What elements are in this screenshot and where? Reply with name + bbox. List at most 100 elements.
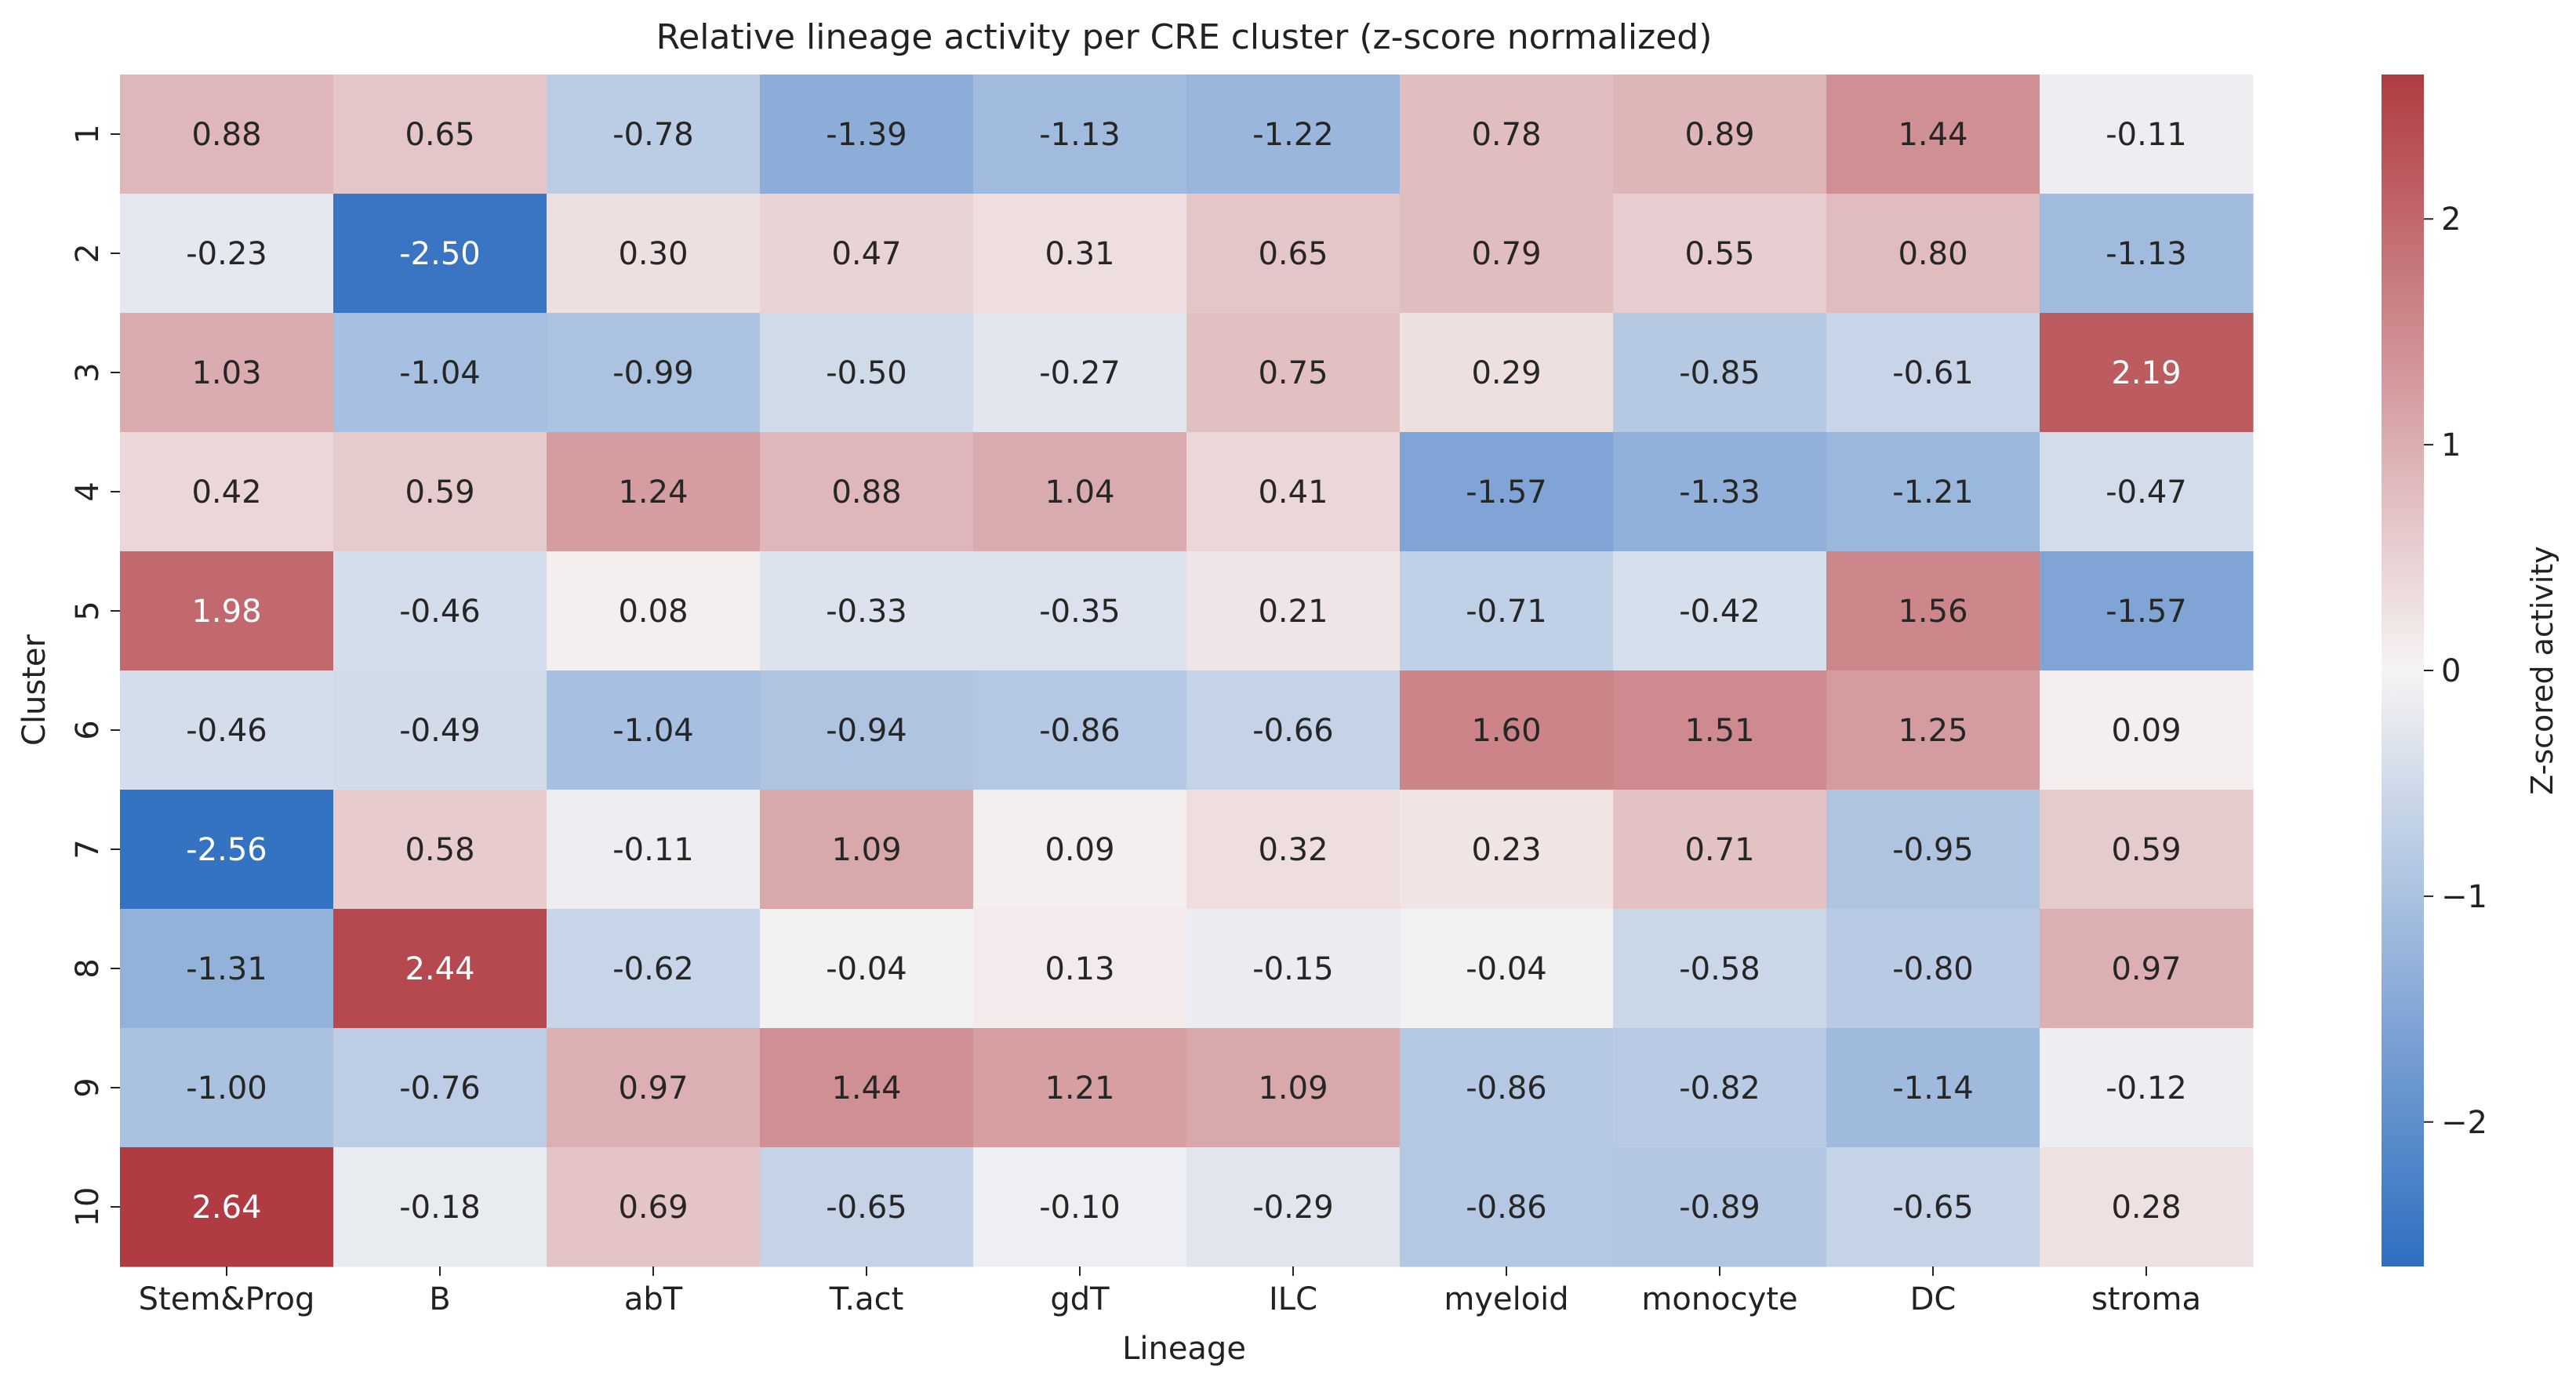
heatmap-cell [547, 790, 761, 910]
heatmap-cell [547, 432, 761, 552]
heatmap-cell [1400, 1028, 1614, 1148]
cell-value-label: -0.62 [612, 951, 694, 987]
heatmap-cell [1400, 313, 1614, 433]
heatmap-cell [547, 909, 761, 1029]
cell-value-label: -0.23 [186, 236, 267, 272]
y-tick-label: 2 [70, 243, 106, 263]
x-axis-label: Lineage [1122, 1331, 1246, 1367]
heatmap-cell [973, 194, 1187, 314]
heatmap-cell [1400, 194, 1614, 314]
cell-value-label: -1.57 [1466, 474, 1547, 511]
cell-value-label: -1.22 [1252, 117, 1334, 153]
cell-value-label: -0.82 [1679, 1070, 1760, 1106]
cell-value-label: -0.12 [2105, 1070, 2187, 1106]
cell-value-label: -0.76 [399, 1070, 481, 1106]
cell-value-label: 0.30 [618, 236, 688, 272]
cell-value-label: -0.04 [1466, 951, 1547, 987]
cell-value-label: -0.94 [826, 713, 907, 749]
heatmap-cell [2040, 790, 2254, 910]
cell-value-label: -0.04 [826, 951, 907, 987]
cell-value-label: -0.89 [1679, 1190, 1760, 1226]
heatmap-cell [120, 74, 334, 194]
heatmap-cell [1400, 909, 1614, 1029]
cell-value-label: 0.23 [1471, 832, 1541, 868]
heatmap-cell [120, 194, 334, 314]
cell-value-label: -1.14 [1892, 1070, 1974, 1106]
heatmap-cell [333, 1147, 547, 1267]
heatmap-cell [973, 670, 1187, 790]
cell-value-label: -0.46 [186, 713, 267, 749]
heatmap-cell [1186, 790, 1401, 910]
heatmap-cell [760, 313, 974, 433]
cell-value-label: -0.66 [1252, 713, 1334, 749]
cell-value-label: -0.15 [1252, 951, 1334, 987]
heatmap-cell [973, 551, 1187, 671]
colorbar: 2 1 0 −1 −2 Z-scored activity [2382, 74, 2560, 1266]
heatmap-cell [1613, 194, 1827, 314]
heatmap-cell [1826, 74, 2040, 194]
heatmap-cell [333, 1028, 547, 1148]
cell-value-label: 1.09 [1258, 1070, 1328, 1106]
cell-value-label: 0.13 [1045, 951, 1114, 987]
heatmap-cell [973, 790, 1187, 910]
heatmap-cell [973, 432, 1187, 552]
y-axis-label: Cluster [16, 634, 53, 746]
cell-value-label: 0.32 [1258, 832, 1328, 868]
cell-value-label: 0.88 [831, 474, 901, 511]
cell-value-label: -2.50 [399, 236, 481, 272]
heatmap-cell [1186, 432, 1401, 552]
heatmap-cell [1400, 670, 1614, 790]
colorbar-label: Z-scored activity [2525, 546, 2560, 794]
heatmap-cell [2040, 74, 2254, 194]
heatmap-cell [547, 74, 761, 194]
cell-value-label: 1.56 [1898, 594, 1967, 630]
cell-value-label: -0.42 [1679, 594, 1760, 630]
cell-value-label: -0.95 [1892, 832, 1974, 868]
cell-value-label: -1.00 [186, 1070, 267, 1106]
cell-value-label: -1.13 [1039, 117, 1121, 153]
heatmap-cell [760, 1147, 974, 1267]
cell-value-label: -1.39 [826, 117, 907, 153]
heatmap-cell [760, 74, 974, 194]
heatmap-cell [2040, 551, 2254, 671]
cell-value-label: 1.03 [191, 355, 261, 391]
cell-value-label: -1.21 [1892, 474, 1974, 511]
cell-value-label: 0.08 [618, 594, 688, 630]
heatmap-cell [1826, 670, 2040, 790]
heatmap-cell [1186, 551, 1401, 671]
cell-value-label: -0.18 [399, 1190, 481, 1226]
cell-value-label: 2.44 [405, 951, 474, 987]
cell-value-label: 0.65 [405, 117, 474, 153]
cell-value-label: -0.46 [399, 594, 481, 630]
y-axis: 1 2 3 4 5 6 7 8 9 10 [70, 124, 120, 1226]
y-tick-label: 1 [70, 124, 106, 144]
heatmap-cell [2040, 313, 2254, 433]
colorbar-tick-label: −1 [2441, 879, 2487, 915]
heatmap-cell [333, 194, 547, 314]
cell-value-label: 0.65 [1258, 236, 1328, 272]
heatmap-cell [760, 909, 974, 1029]
cell-value-label: 2.19 [2111, 355, 2181, 391]
heatmap-cell [1826, 1147, 2040, 1267]
y-tick-label: 3 [70, 362, 106, 382]
heatmap-cell [973, 313, 1187, 433]
heatmap-cell [1613, 670, 1827, 790]
heatmap-cell [760, 670, 974, 790]
heatmap-cell [333, 670, 547, 790]
colorbar-tick-label: 0 [2441, 653, 2461, 689]
heatmap-cell [1613, 1028, 1827, 1148]
x-tick-label: gdT [1050, 1281, 1110, 1317]
heatmap-cell [973, 909, 1187, 1029]
cell-value-label: -0.78 [612, 117, 694, 153]
cell-value-label: 1.51 [1684, 713, 1754, 749]
x-tick-label: Stem&Prog [139, 1281, 315, 1317]
cell-value-label: -1.04 [612, 713, 694, 749]
cell-value-label: -0.29 [1252, 1190, 1334, 1226]
x-tick-label: monocyte [1641, 1281, 1797, 1317]
cell-value-label: -0.50 [826, 355, 907, 391]
cell-value-label: 0.79 [1471, 236, 1541, 272]
cell-value-label: 2.64 [191, 1190, 261, 1226]
heatmap-cell [2040, 1147, 2254, 1267]
